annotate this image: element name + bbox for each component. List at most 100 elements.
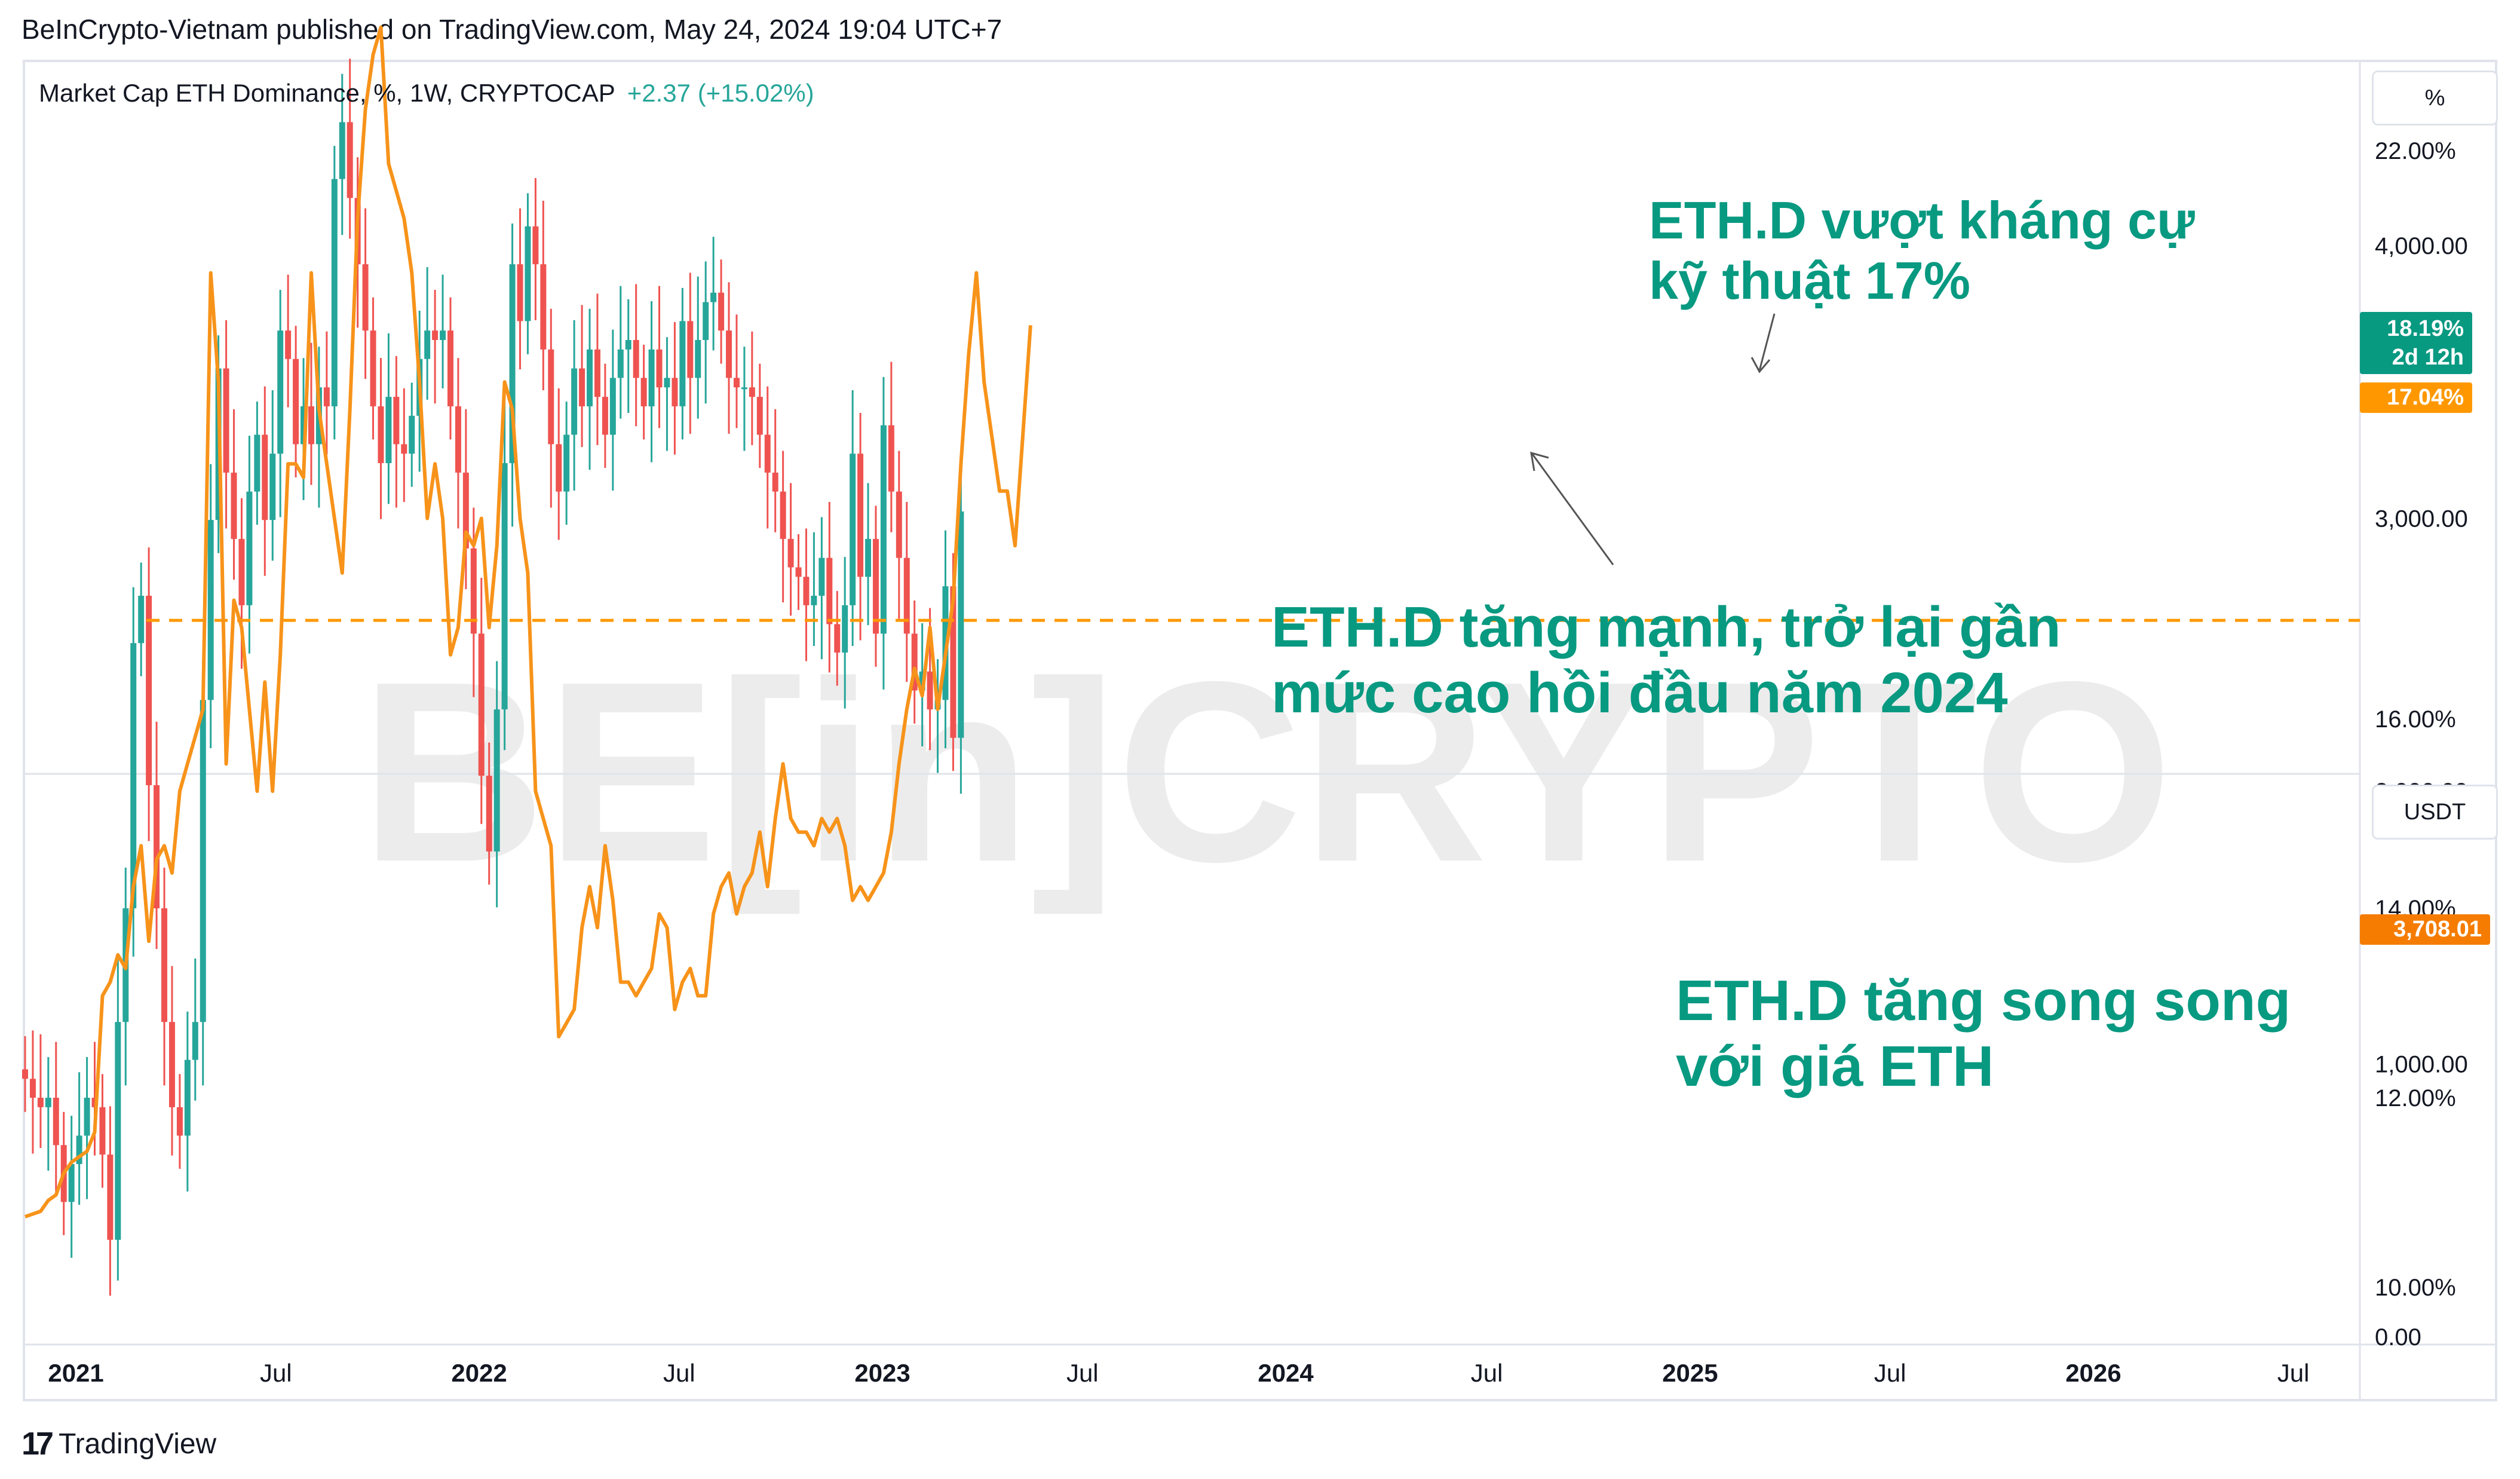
candle: [184, 1011, 191, 1192]
arrow-resistance-head: [1750, 357, 1771, 373]
candle-body: [99, 1107, 106, 1155]
candle: [540, 201, 547, 391]
time-tick-label: Jul: [1471, 1359, 1503, 1387]
candle: [672, 321, 678, 455]
time-tick-label: 2022: [451, 1359, 507, 1387]
candle: [401, 388, 407, 503]
time-tick-label: 2026: [2065, 1359, 2121, 1387]
candle: [756, 363, 763, 468]
candle-body: [556, 444, 562, 492]
candle-body: [509, 264, 516, 464]
candle-body: [285, 330, 292, 359]
candle-body: [687, 321, 694, 378]
candle-body: [192, 1022, 198, 1060]
legend-change: +2.37 (+15.02%): [627, 79, 814, 107]
candle: [409, 382, 415, 487]
candle: [393, 356, 400, 508]
tradingview-footer[interactable]: 17 TradingView: [22, 1425, 216, 1462]
candle: [772, 409, 778, 532]
candle: [703, 261, 709, 404]
candle: [958, 463, 964, 794]
candle-body: [842, 605, 848, 653]
annotation-parallel: ETH.D tăng song song với giá ETH: [1676, 968, 2291, 1100]
annotation-arrows: [1530, 313, 1776, 565]
candle: [37, 1034, 44, 1149]
candle-body: [207, 520, 214, 700]
candle-body: [269, 454, 276, 520]
candle: [146, 547, 152, 841]
candle-body: [45, 1098, 51, 1107]
candle-body: [780, 491, 786, 539]
candle-body: [903, 558, 910, 634]
candle: [29, 1030, 36, 1154]
candle: [68, 1116, 75, 1258]
candle: [726, 282, 732, 434]
candle-body: [22, 1069, 28, 1079]
candle: [385, 333, 392, 504]
level-tag: 17.04%: [2360, 382, 2472, 413]
candle-body: [331, 179, 338, 406]
candle-body: [749, 387, 755, 397]
candle: [478, 577, 485, 824]
dominance-tick-label: 12.00%: [2375, 1085, 2456, 1111]
candle: [787, 483, 794, 616]
usdt-scale-button[interactable]: USDT: [2372, 785, 2498, 840]
candle-body: [370, 330, 376, 406]
legend-symbol: Market Cap ETH Dominance, %, 1W, CRYPTOC…: [39, 79, 615, 107]
pct-scale-button[interactable]: %: [2372, 71, 2498, 125]
annotation-rally: ETH.D tăng mạnh, trở lại gần mức cao hồi…: [1271, 595, 2061, 727]
candle: [362, 208, 369, 379]
candle: [795, 534, 802, 610]
annotation-rally-line2: mức cao hồi đầu năm 2024: [1271, 661, 2008, 725]
candle-body: [200, 700, 206, 1022]
arrow-rally: [1531, 454, 1614, 565]
candle: [347, 59, 353, 239]
candle-body: [540, 264, 547, 350]
candle-body: [246, 491, 253, 605]
candle: [640, 344, 647, 440]
chart-panel[interactable]: [23, 60, 2497, 1401]
candle: [269, 390, 276, 561]
candle: [293, 326, 299, 477]
candle-body: [231, 472, 237, 539]
time-tick-label: Jul: [2277, 1359, 2310, 1387]
candle-body: [803, 577, 810, 605]
candle: [818, 517, 825, 660]
candle: [509, 223, 516, 527]
candle: [656, 286, 663, 428]
candle-body: [811, 595, 817, 605]
candle: [664, 337, 670, 451]
symbol-legend[interactable]: Market Cap ETH Dominance, %, 1W, CRYPTOC…: [39, 79, 814, 108]
candle-body: [362, 264, 369, 331]
candle: [896, 451, 902, 621]
candle-body: [656, 349, 663, 388]
candle-body: [138, 595, 145, 644]
candle: [339, 74, 345, 235]
candle-body: [579, 368, 585, 406]
candle-body: [486, 776, 492, 852]
candle-body: [323, 387, 330, 406]
candle-body: [84, 1098, 90, 1136]
candle: [84, 1057, 90, 1199]
candle: [192, 959, 198, 1101]
candle-body: [594, 349, 600, 397]
candle-body: [409, 415, 415, 454]
price-line-group: [24, 25, 1032, 1218]
candle-body: [633, 340, 639, 378]
candle-body: [161, 908, 168, 1022]
candle: [246, 436, 253, 654]
candle-body: [640, 378, 647, 406]
candle-body: [850, 454, 856, 605]
annotation-rally-line1: ETH.D tăng mạnh, trở lại gần: [1271, 595, 2061, 659]
candle: [308, 342, 314, 485]
candle: [903, 502, 910, 682]
candle-body: [347, 122, 353, 198]
candle-body: [733, 378, 740, 388]
candle-body: [703, 302, 709, 340]
candle-body: [625, 340, 631, 350]
time-tick-label: 2021: [48, 1359, 103, 1387]
publish-header: BeInCrypto-Vietnam published on TradingV…: [22, 14, 1003, 45]
candle-body: [958, 511, 964, 738]
candle: [176, 1074, 183, 1169]
candle-body: [29, 1079, 36, 1098]
